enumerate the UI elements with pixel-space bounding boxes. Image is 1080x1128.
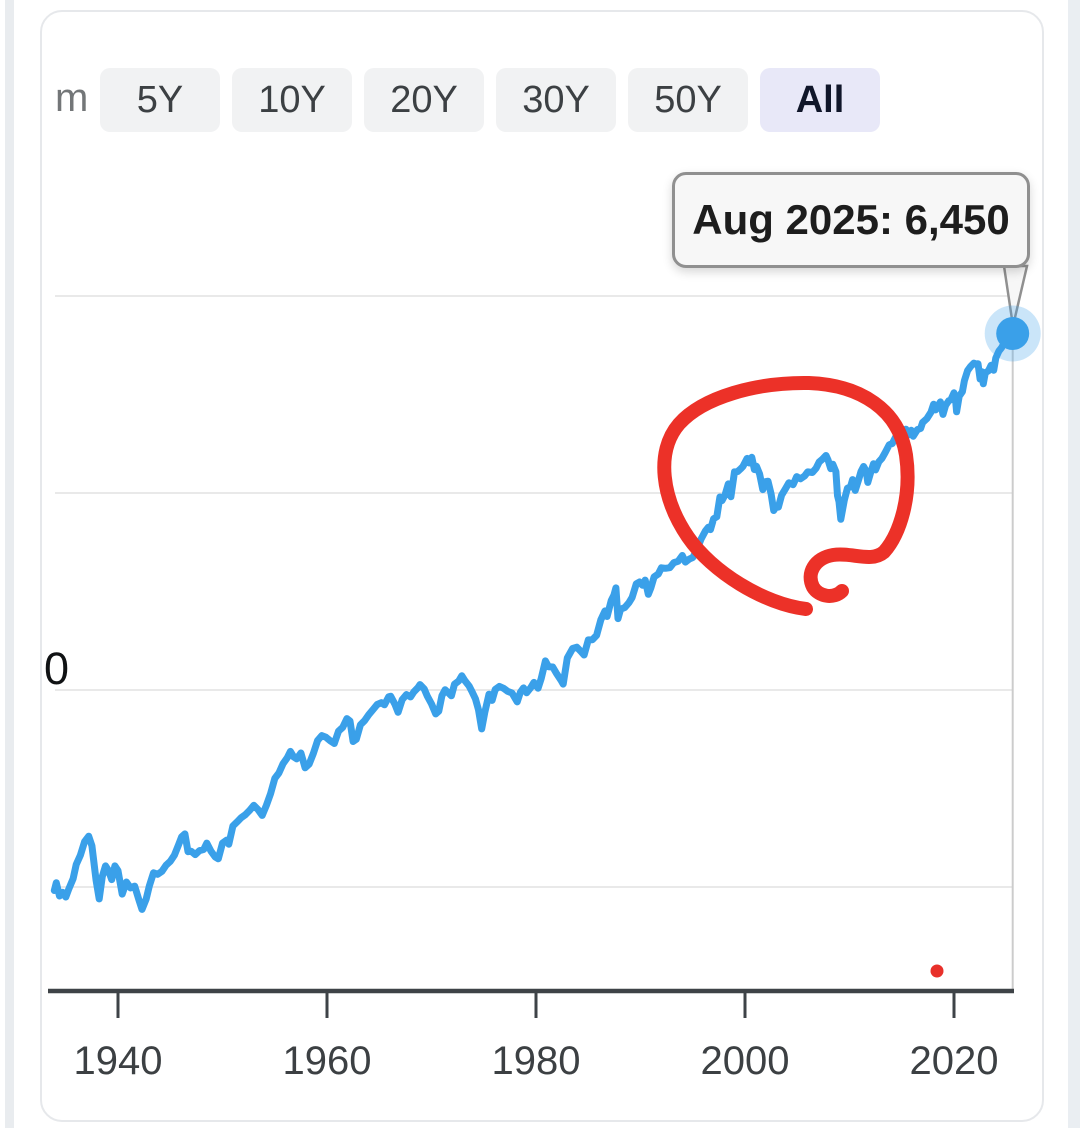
- x-tick-label-2020: 2020: [910, 1039, 999, 1083]
- grid-layer: [55, 295, 1014, 989]
- range-button-5y[interactable]: 5Y: [100, 68, 220, 132]
- range-button-all[interactable]: All: [760, 68, 880, 132]
- x-axis: 1940 1960 1980 2000 2020: [48, 988, 1014, 1083]
- x-tick-label-1980: 1980: [492, 1039, 581, 1083]
- hand-drawn-circle-annotation: [657, 375, 915, 616]
- range-selector: 5Y 10Y 20Y 30Y 50Y All: [100, 68, 880, 132]
- x-tick-label-1960: 1960: [283, 1039, 372, 1083]
- red-marker-dot: [930, 964, 944, 978]
- price-line[interactable]: [50, 330, 1017, 913]
- last-point-marker[interactable]: [984, 264, 1041, 362]
- page-background-strip-left: [5, 0, 14, 1128]
- range-button-20y[interactable]: 20Y: [364, 68, 484, 132]
- tooltip: Aug 2025: 6,450: [672, 172, 1030, 268]
- range-button-50y[interactable]: 50Y: [628, 68, 748, 132]
- x-tick-label-2000: 2000: [701, 1039, 790, 1083]
- x-tick-label-1940: 1940: [74, 1039, 163, 1083]
- last-point-dot[interactable]: [996, 317, 1030, 350]
- y-axis-label-fragment: 0: [43, 643, 69, 694]
- range-button-10y[interactable]: 10Y: [232, 68, 352, 132]
- range-button-30y[interactable]: 30Y: [496, 68, 616, 132]
- range-button-partial-m[interactable]: m: [55, 76, 89, 120]
- page-background-strip-right: [1068, 0, 1080, 1128]
